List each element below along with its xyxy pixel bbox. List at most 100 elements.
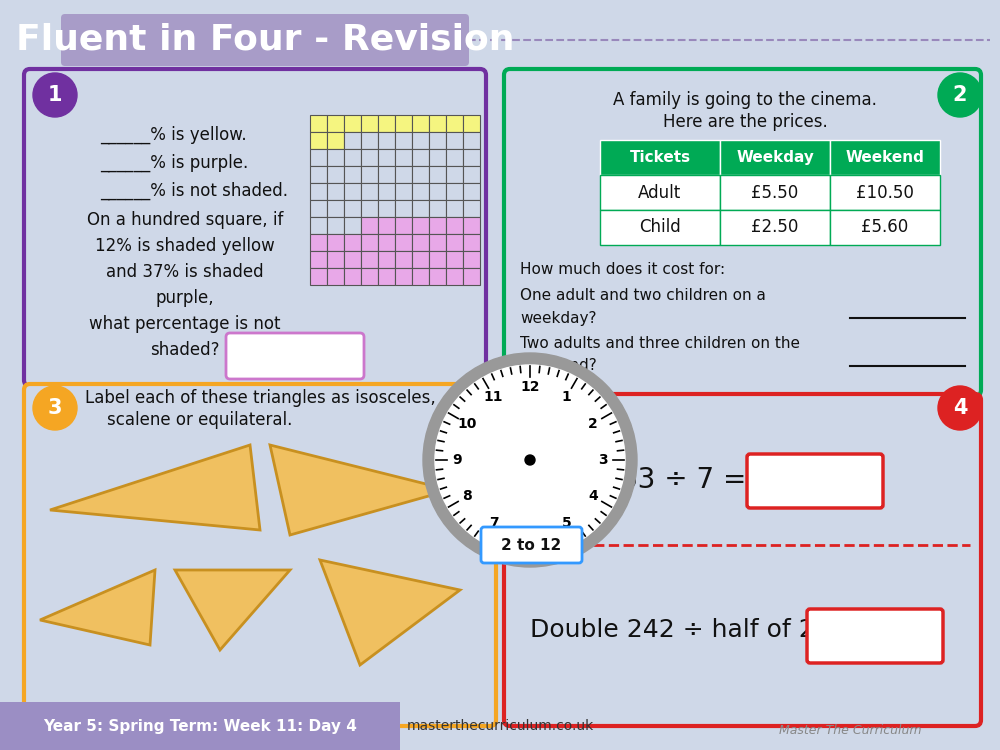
Text: Label each of these triangles as isosceles,: Label each of these triangles as isoscel… [85,389,435,407]
Bar [327,183,344,200]
Bar [446,183,463,200]
Bar [361,183,378,200]
Bar [344,149,361,166]
Bar [395,234,412,251]
Bar [412,183,429,200]
FancyBboxPatch shape [226,333,364,379]
Text: Weekday: Weekday [736,150,814,165]
Bar [600,175,720,210]
Bar [327,166,344,183]
Text: 2 to 12: 2 to 12 [501,538,561,553]
Bar [429,200,446,217]
FancyBboxPatch shape [747,454,883,508]
Bar [310,183,327,200]
Bar [310,200,327,217]
Bar [344,268,361,285]
Bar [378,115,395,132]
FancyBboxPatch shape [24,384,496,726]
Text: 10: 10 [457,416,476,430]
Bar [412,132,429,149]
Bar [327,234,344,251]
Text: 6: 6 [525,526,535,540]
FancyBboxPatch shape [481,527,582,563]
Bar [344,234,361,251]
Bar [463,251,480,268]
Text: Child: Child [639,218,681,236]
Text: Here are the prices.: Here are the prices. [663,113,827,131]
Bar [310,132,327,149]
Bar [395,183,412,200]
Bar [720,140,830,175]
Bar [327,132,344,149]
Bar [310,251,327,268]
Text: 1: 1 [48,85,62,105]
Bar [344,183,361,200]
Circle shape [423,353,637,567]
Text: Year 5: Spring Term: Week 11: Day 4: Year 5: Spring Term: Week 11: Day 4 [43,718,357,734]
Bar [361,234,378,251]
Bar [463,200,480,217]
Text: 1: 1 [562,390,571,404]
Bar [361,200,378,217]
Bar [412,268,429,285]
Text: Double 242 ÷ half of 22 =: Double 242 ÷ half of 22 = [530,618,860,642]
Bar [361,149,378,166]
Bar [344,217,361,234]
Text: Two adults and three children on the: Two adults and three children on the [520,335,800,350]
Bar [429,234,446,251]
FancyBboxPatch shape [61,14,469,66]
Text: weekend?: weekend? [520,358,597,374]
Text: 11: 11 [484,390,503,404]
Text: 12% is shaded yellow: 12% is shaded yellow [95,237,275,255]
Bar [310,166,327,183]
Bar [446,132,463,149]
Bar [378,268,395,285]
Bar [600,210,720,245]
Text: On a hundred square, if: On a hundred square, if [87,211,283,229]
Bar [429,166,446,183]
Bar [378,166,395,183]
Text: what percentage is not: what percentage is not [89,315,281,333]
Polygon shape [270,445,450,535]
Polygon shape [175,570,290,650]
FancyBboxPatch shape [504,69,981,396]
Text: One adult and two children on a: One adult and two children on a [520,287,766,302]
Bar [463,149,480,166]
Bar [327,251,344,268]
Circle shape [435,365,625,555]
Bar [412,251,429,268]
Bar [327,149,344,166]
Bar [830,140,940,175]
Bar [361,132,378,149]
Bar [327,268,344,285]
Bar [378,132,395,149]
Bar [310,268,327,285]
Bar [378,234,395,251]
Text: 3: 3 [598,453,608,467]
Text: A family is going to the cinema.: A family is going to the cinema. [613,91,877,109]
Bar [412,234,429,251]
Text: 4: 4 [588,490,598,503]
Text: £5.50: £5.50 [751,184,799,202]
Bar [429,132,446,149]
Bar [429,268,446,285]
Bar [446,268,463,285]
Text: 5: 5 [562,516,571,530]
Bar [446,166,463,183]
Bar [395,166,412,183]
Bar [720,175,830,210]
Bar [463,132,480,149]
Bar [830,210,940,245]
Bar [395,149,412,166]
Bar [395,115,412,132]
Bar [412,149,429,166]
Bar [720,210,830,245]
Bar [463,217,480,234]
Text: 7: 7 [489,516,498,530]
Bar [446,200,463,217]
Text: 3: 3 [48,398,62,418]
Text: 8: 8 [462,490,472,503]
Text: masterthecurriculum.co.uk: masterthecurriculum.co.uk [406,719,594,733]
Text: and 37% is shaded: and 37% is shaded [106,263,264,281]
Bar [395,251,412,268]
